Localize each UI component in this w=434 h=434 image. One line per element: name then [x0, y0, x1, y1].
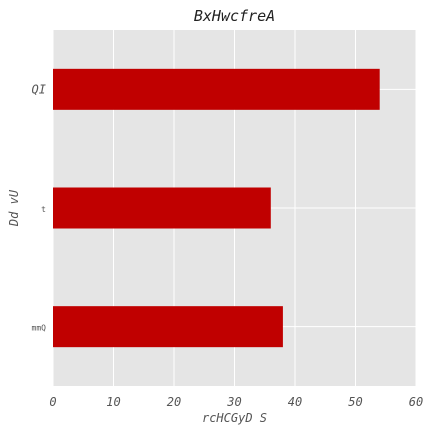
bar-QI [53, 68, 380, 110]
y-category-label: mmQ [32, 324, 47, 333]
y-category-label: t [41, 205, 46, 214]
chart-title: BxHwcfreA [194, 7, 275, 25]
x-tick-label: 30 [226, 395, 241, 409]
bars [53, 68, 380, 348]
x-tick-label: 0 [49, 395, 56, 409]
x-tick-label: 40 [288, 395, 302, 409]
x-tick-label: 50 [348, 395, 362, 409]
x-axis-label: rcHCGyD S [202, 411, 267, 425]
y-category-labels: QI t mmQ [32, 82, 47, 332]
bar-mmQ [53, 306, 283, 348]
bar-t [53, 187, 271, 229]
y-axis-label: Dd vU [7, 189, 21, 227]
x-tick-labels: 0 10 20 30 40 50 60 [49, 395, 423, 409]
x-tick-label: 10 [106, 395, 120, 409]
x-tick-label: 20 [167, 395, 181, 409]
x-tick-label: 60 [409, 395, 423, 409]
y-category-label: QI [32, 82, 46, 96]
